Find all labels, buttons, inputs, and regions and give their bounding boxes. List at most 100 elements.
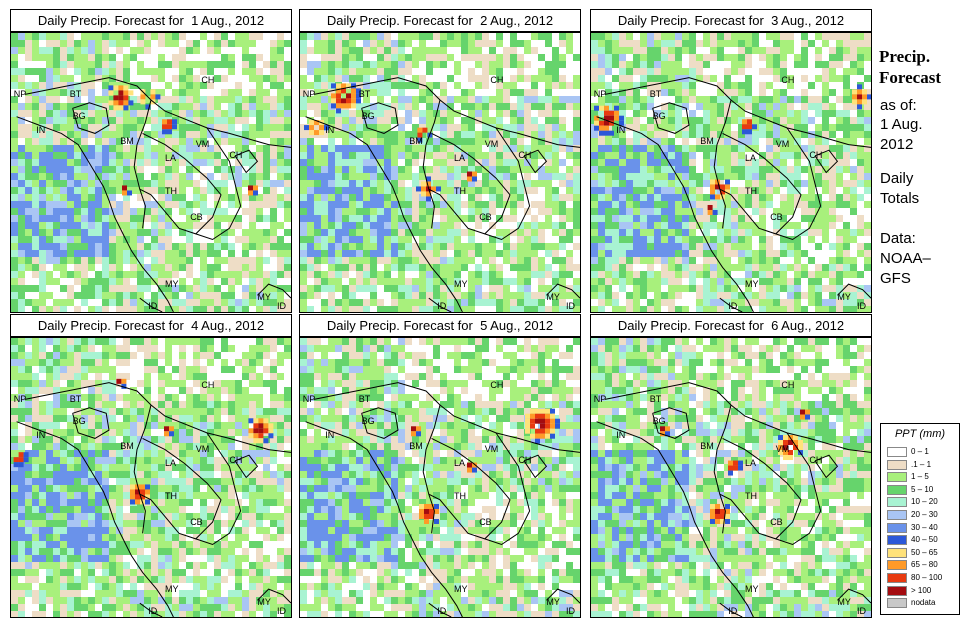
country-label: BT bbox=[649, 393, 662, 404]
country-label: MY bbox=[454, 278, 468, 289]
country-label: NP bbox=[593, 393, 607, 404]
country-label: IN bbox=[36, 430, 46, 441]
legend-swatch bbox=[887, 560, 907, 571]
country-label: BM bbox=[700, 441, 714, 452]
country-label: BT bbox=[358, 88, 371, 99]
legend-swatch bbox=[887, 497, 907, 508]
legend-label: 5 – 10 bbox=[911, 484, 934, 494]
country-label: ID bbox=[566, 605, 575, 616]
country-label: ID bbox=[857, 605, 866, 616]
country-label: CB bbox=[190, 516, 203, 527]
heavy-rain-cells bbox=[13, 378, 274, 505]
country-label: CH bbox=[201, 379, 215, 390]
side-daily-line1: Daily bbox=[880, 170, 914, 187]
country-label: ID bbox=[857, 300, 866, 311]
country-label: CB bbox=[479, 211, 492, 222]
precip-map-svg bbox=[591, 33, 871, 312]
precip-map: NP BT BG IN BM CH VM LA TH CB CH MY ID MY ID bbox=[590, 337, 872, 618]
country-borders bbox=[305, 382, 580, 617]
country-label: BG bbox=[652, 111, 666, 122]
country-label: IN bbox=[36, 125, 46, 136]
legend-swatch bbox=[887, 510, 907, 520]
heavy-rain-cells bbox=[304, 83, 477, 202]
country-label: TH bbox=[165, 186, 177, 197]
country-label: BG bbox=[72, 416, 86, 427]
panel-title: Daily Precip. Forecast for 2 Aug., 2012 bbox=[299, 9, 581, 32]
country-label: MY bbox=[454, 583, 468, 594]
side-asof: as of: bbox=[880, 97, 917, 114]
country-label: BG bbox=[652, 416, 666, 427]
precip-map: NP BT BG IN BM CH VM LA TH CB CH MY ID MY ID bbox=[590, 32, 872, 313]
precip-grid bbox=[11, 338, 291, 617]
country-label: NP bbox=[593, 88, 607, 99]
legend-label: 50 – 65 bbox=[911, 547, 938, 557]
country-label: MY bbox=[837, 597, 851, 608]
country-label: ID bbox=[566, 300, 575, 311]
country-label: ID bbox=[148, 605, 158, 616]
legend-swatch bbox=[887, 547, 907, 558]
country-label: CB bbox=[770, 516, 783, 527]
country-label: CH bbox=[781, 74, 795, 85]
country-label: VM bbox=[484, 139, 499, 150]
country-label: BT bbox=[649, 88, 662, 99]
precip-map: NP BT BG IN BM CH VM LA TH CB CH MY ID MY ID bbox=[299, 32, 581, 313]
legend-label: 20 – 30 bbox=[911, 510, 938, 519]
precip-map: NP BT BG IN BM CH VM LA TH CB CH MY ID MY ID bbox=[10, 32, 292, 313]
country-label: CH bbox=[229, 150, 243, 161]
country-label: ID bbox=[437, 300, 447, 311]
country-label: LA bbox=[165, 152, 177, 163]
country-label: MY bbox=[165, 583, 179, 594]
country-label: NP bbox=[302, 393, 316, 404]
country-label: LA bbox=[454, 457, 466, 468]
legend-label: 10 – 20 bbox=[911, 497, 938, 507]
legend-swatch bbox=[887, 522, 907, 533]
panel-title: Daily Precip. Forecast for 1 Aug., 2012 bbox=[10, 9, 292, 32]
country-label: LA bbox=[745, 457, 757, 468]
legend-label: 1 – 5 bbox=[911, 472, 929, 482]
country-label: MY bbox=[257, 597, 271, 608]
forecast-panel-6: Daily Precip. Forecast for 6 Aug., 2012 … bbox=[590, 314, 872, 618]
forecast-panel-4: Daily Precip. Forecast for 4 Aug., 2012 … bbox=[10, 314, 292, 618]
forecast-panel-5: Daily Precip. Forecast for 5 Aug., 2012 … bbox=[299, 314, 581, 618]
country-label: CB bbox=[770, 211, 783, 222]
legend-label: 0 – 1 bbox=[911, 447, 929, 456]
precip-grid bbox=[300, 338, 580, 617]
country-label: BM bbox=[120, 441, 134, 452]
side-daily-line2: Totals bbox=[880, 190, 920, 207]
legend-title: PPT (mm) bbox=[894, 428, 946, 440]
country-label: MY bbox=[745, 278, 759, 289]
country-label: LA bbox=[165, 457, 177, 468]
side-date-line1: 1 Aug. bbox=[880, 116, 923, 133]
country-label: BG bbox=[72, 111, 86, 122]
country-label: BM bbox=[700, 136, 714, 147]
country-borders bbox=[16, 382, 291, 617]
country-label: MY bbox=[837, 292, 851, 303]
country-label: ID bbox=[277, 300, 286, 311]
country-label: CH bbox=[229, 455, 243, 466]
country-label: LA bbox=[454, 152, 466, 163]
country-label: VM bbox=[195, 444, 210, 455]
precip-map: NP BT BG IN BM CH VM LA TH CB CH MY ID MY ID bbox=[299, 337, 581, 618]
panel-title: Daily Precip. Forecast for 5 Aug., 2012 bbox=[299, 314, 581, 337]
panel-title: Daily Precip. Forecast for 4 Aug., 2012 bbox=[10, 314, 292, 337]
country-label: BT bbox=[69, 88, 82, 99]
country-label: MY bbox=[745, 583, 759, 594]
country-label: VM bbox=[775, 139, 790, 150]
side-date-line2: 2012 bbox=[880, 136, 914, 153]
country-label: CH bbox=[518, 455, 532, 466]
country-label: TH bbox=[454, 186, 466, 197]
precip-map-svg bbox=[591, 338, 871, 617]
country-label: ID bbox=[728, 605, 738, 616]
country-label: BT bbox=[358, 393, 371, 404]
country-label: CH bbox=[490, 379, 504, 390]
country-label: NP bbox=[302, 88, 316, 99]
legend-swatch bbox=[887, 459, 907, 470]
country-label: TH bbox=[745, 491, 757, 502]
precip-grid bbox=[591, 338, 871, 617]
legend-swatch bbox=[887, 447, 907, 457]
country-label: TH bbox=[745, 186, 757, 197]
country-label: MY bbox=[546, 597, 560, 608]
country-label: VM bbox=[775, 444, 790, 455]
country-label: TH bbox=[454, 491, 466, 502]
country-label: MY bbox=[546, 292, 560, 303]
